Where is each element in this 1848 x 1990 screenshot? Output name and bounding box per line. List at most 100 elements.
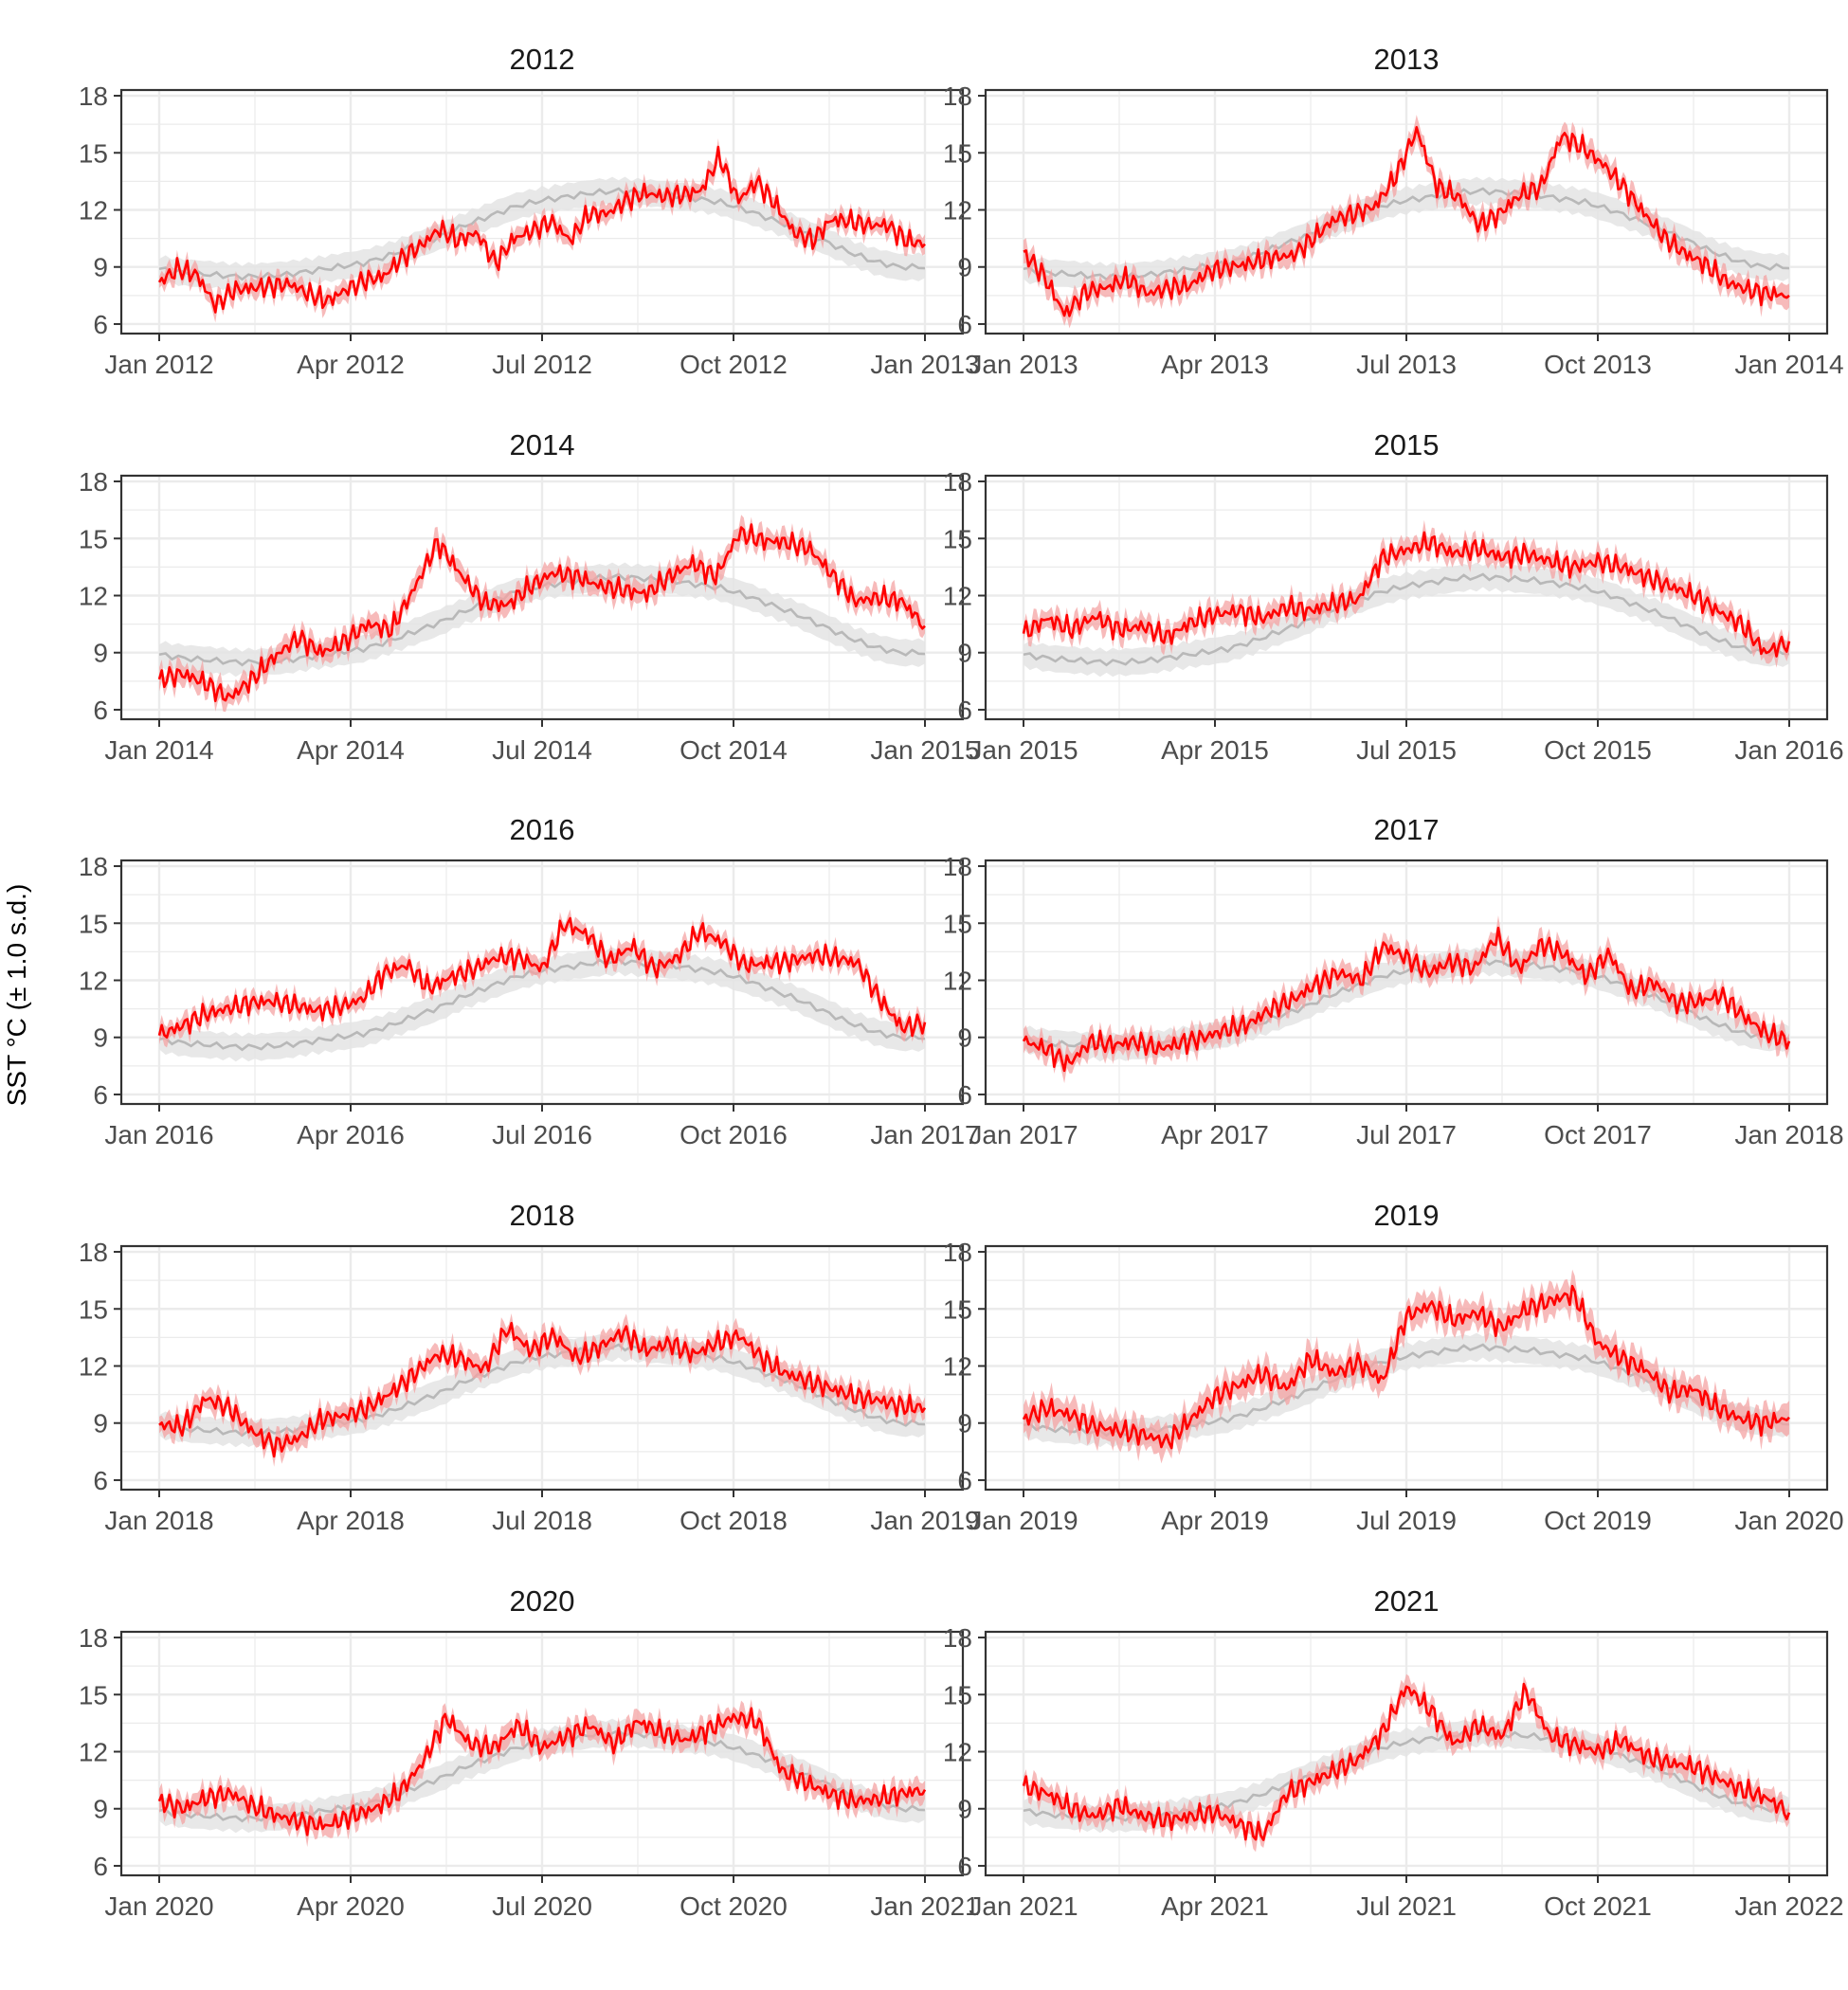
y-tick-label: 6 [93,1466,108,1495]
x-tick-label: Jul 2020 [492,1891,592,1921]
y-tick-label: 12 [943,1351,972,1381]
x-tick-label: Jul 2019 [1356,1506,1457,1535]
y-tick-label: 18 [79,467,108,497]
y-tick-label: 18 [943,467,972,497]
panel-title: 2019 [1374,1199,1440,1232]
y-tick-label: 15 [943,138,972,168]
x-tick-label: Jan 2016 [104,1120,213,1149]
y-tick-label: 18 [79,81,108,111]
y-tick-label: 12 [79,195,108,225]
x-tick-label: Oct 2020 [679,1891,788,1921]
y-tick-label: 12 [943,1737,972,1766]
y-tick-label: 12 [79,966,108,995]
y-tick-label: 18 [943,81,972,111]
y-tick-label: 9 [957,1409,972,1438]
y-tick-label: 6 [93,1852,108,1881]
x-tick-label: Oct 2015 [1544,735,1652,765]
x-tick-label: Oct 2017 [1544,1120,1652,1149]
x-tick-label: Jul 2018 [492,1506,592,1535]
panel-2021: 2021 6 9 12 15 18 Jan 2021 Apr 2021 Jul 2021 Oct … [943,1584,1844,1921]
observed-sst-line [157,1707,927,1836]
x-tick-label: Jan 2020 [1734,1506,1843,1535]
y-tick-label: 18 [79,1238,108,1267]
x-tick-label: Apr 2016 [297,1120,405,1149]
panel-2015: 2015 6 9 12 15 18 Jan 2015 Apr 2015 Jul 2015 Oct … [943,428,1844,765]
x-tick-label: Oct 2014 [679,735,788,765]
observed-sst-line [157,145,926,314]
x-tick-label: Jan 2016 [1734,735,1843,765]
x-tick-label: Jan 2022 [1734,1891,1843,1921]
x-tick-label: Jan 2015 [870,735,979,765]
panel-2017: 2017 6 9 12 15 18 Jan 2017 Apr 2017 Jul 2017 Oct … [943,813,1844,1149]
y-tick-label: 6 [957,1852,972,1881]
y-tick-label: 12 [79,1351,108,1381]
x-tick-label: Jul 2015 [1356,735,1457,765]
x-tick-label: Jan 2017 [969,1120,1078,1149]
climatology-line [1023,572,1790,667]
panel-title: 2013 [1374,43,1440,76]
x-tick-label: Jan 2013 [870,350,979,379]
x-tick-label: Oct 2019 [1544,1506,1652,1535]
x-tick-label: Jan 2018 [104,1506,213,1535]
x-tick-label: Oct 2018 [679,1506,788,1535]
x-tick-label: Apr 2020 [297,1891,405,1921]
observed-sd-band [159,137,925,323]
y-tick-label: 6 [957,1080,972,1110]
panel-title: 2017 [1374,813,1440,846]
observed-sd-band [1024,115,1789,329]
x-tick-label: Apr 2015 [1161,735,1269,765]
x-tick-label: Jan 2012 [104,350,213,379]
y-tick-label: 15 [943,1680,972,1710]
climatology-sd-band [159,176,925,292]
panel-2020: 2020 6 9 12 15 18 Jan 2020 Apr 2020 Jul 2020 Oct … [79,1584,980,1921]
y-tick-label: 18 [943,1623,972,1653]
y-tick-label: 12 [943,581,972,610]
x-tick-label: Apr 2019 [1161,1506,1269,1535]
panel-title: 2014 [510,428,575,461]
x-tick-label: Jul 2017 [1356,1120,1457,1149]
y-tick-label: 18 [943,852,972,881]
x-tick-label: Apr 2013 [1161,350,1269,379]
x-tick-label: Jul 2016 [492,1120,592,1149]
x-tick-label: Jan 2020 [104,1891,213,1921]
observed-sst-line [157,523,926,702]
y-tick-label: 15 [79,1680,108,1710]
observed-sst-line [1022,1284,1790,1450]
x-tick-label: Apr 2018 [297,1506,405,1535]
y-tick-label: 18 [79,852,108,881]
x-tick-label: Jan 2014 [104,735,213,765]
panel-title: 2015 [1374,428,1440,461]
y-tick-label: 12 [79,581,108,610]
y-tick-label: 18 [943,1238,972,1267]
observed-sst-line [158,1321,927,1458]
y-tick-label: 15 [79,1294,108,1324]
y-tick-label: 9 [93,639,108,668]
x-tick-label: Jul 2012 [492,350,592,379]
climatology-sd-band [1024,1332,1789,1448]
x-tick-label: Jan 2018 [1734,1120,1843,1149]
x-tick-label: Jul 2021 [1356,1891,1457,1921]
y-tick-label: 9 [93,1023,108,1053]
panel-2018: 2018 6 9 12 15 18 Jan 2018 Apr 2018 Jul 2018 Oct … [79,1199,980,1535]
x-tick-label: Jan 2021 [870,1891,979,1921]
x-tick-label: Oct 2021 [1544,1891,1652,1921]
x-tick-label: Oct 2013 [1544,350,1652,379]
observed-sd-band [1024,1673,1789,1853]
y-tick-label: 9 [957,639,972,668]
panel-2019: 2019 6 9 12 15 18 Jan 2019 Apr 2019 Jul 2019 Oct … [943,1199,1844,1535]
panel-title: 2020 [510,1584,575,1618]
y-tick-label: 9 [957,1023,972,1053]
observed-sst-line [1022,531,1791,658]
x-tick-label: Jan 2019 [870,1506,979,1535]
y-tick-label: 6 [957,1466,972,1495]
observed-sst-line [1023,126,1790,317]
y-tick-label: 12 [79,1737,108,1766]
panel-title: 2012 [510,43,575,76]
x-tick-label: Jan 2014 [1734,350,1843,379]
panel-2014: 2014 6 9 12 15 18 Jan 2014 Apr 2014 Jul 2014 Oct … [79,428,980,765]
x-tick-label: Jan 2015 [969,735,1078,765]
x-tick-label: Jan 2017 [870,1120,979,1149]
y-tick-label: 12 [943,195,972,225]
y-tick-label: 15 [79,909,108,938]
